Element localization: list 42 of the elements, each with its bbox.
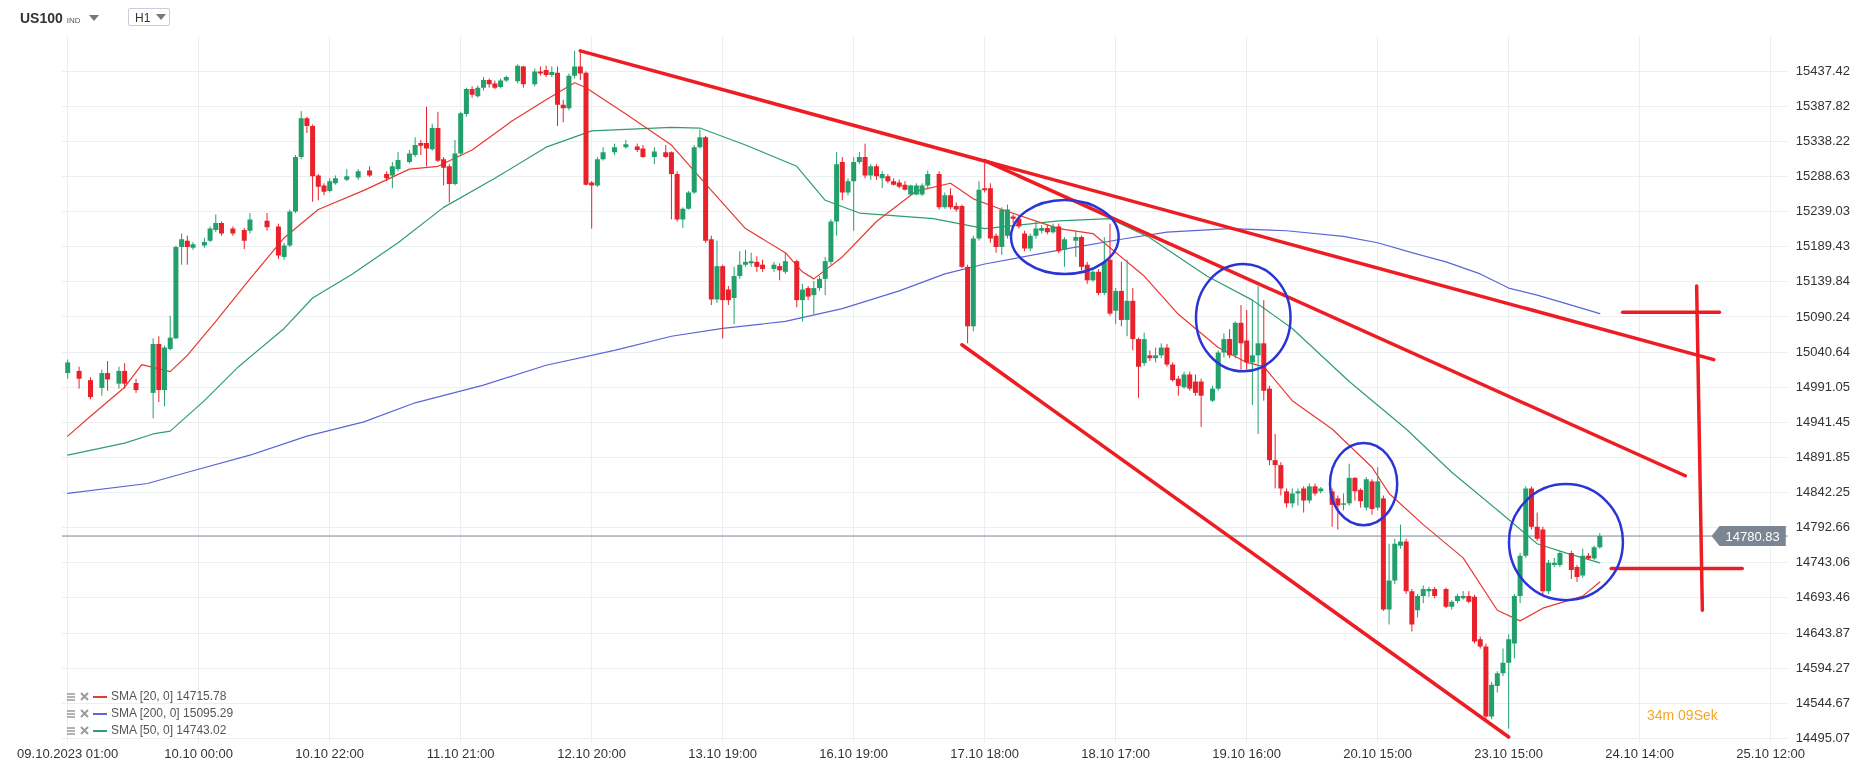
x-tick-label: 18.10 17:00	[1081, 745, 1151, 761]
x-tick-label: 10.10 00:00	[164, 745, 234, 761]
x-tick-label: 24.10 14:00	[1605, 745, 1675, 761]
y-tick-label: 15189.43	[1795, 238, 1851, 254]
x-tick-label: 16.10 19:00	[819, 745, 889, 761]
y-tick-label: 15040.64	[1795, 343, 1851, 359]
y-tick-label: 15338.22	[1795, 132, 1851, 148]
y-tick-label: 14743.06	[1795, 554, 1851, 570]
y-tick-label: 15090.24	[1795, 308, 1851, 324]
y-tick-label: 15437.42	[1795, 62, 1851, 78]
y-tick-label: 15239.03	[1795, 203, 1851, 219]
x-tick-label: 23.10 15:00	[1474, 745, 1544, 761]
x-tick-label: 11.10 21:00	[426, 745, 495, 761]
y-tick-label: 14594.27	[1795, 659, 1851, 675]
x-tick-label: 20.10 15:00	[1343, 745, 1413, 761]
y-tick-label: 14991.05	[1795, 378, 1851, 394]
x-tick-label: 13.10 19:00	[688, 745, 758, 761]
y-tick-label: 14842.25	[1795, 484, 1851, 500]
legend-label: SMA [50, 0] 14743.02	[111, 722, 227, 740]
text: H1	[135, 11, 151, 25]
x-tick-label: 19.10 16:00	[1212, 745, 1282, 761]
annotation: 34m 09Sek	[1646, 707, 1718, 724]
y-tick-label: 14544.67	[1795, 694, 1851, 710]
x-tick-label: 09.10.2023 01:00	[17, 745, 119, 761]
chart-title: US100	[20, 10, 63, 26]
y-tick-label: 14941.45	[1795, 413, 1851, 429]
x-tick-label: 12.10 20:00	[557, 745, 627, 761]
y-tick-label: 14495.07	[1795, 729, 1851, 745]
y-tick-label: 14891.85	[1795, 449, 1851, 465]
y-tick-label: 14693.46	[1795, 589, 1851, 605]
legend-label: SMA [200, 0] 15095.29	[111, 705, 234, 723]
x-tick-label: 10.10 22:00	[295, 745, 365, 761]
chart-subtitle: IND	[66, 16, 81, 25]
y-tick-label: 15387.82	[1795, 97, 1851, 113]
y-tick-label: 15139.84	[1795, 273, 1851, 289]
legend-label: SMA [20, 0] 14715.78	[111, 688, 227, 706]
x-tick-label: 25.10 12:00	[1736, 745, 1806, 761]
x-tick-label: 17.10 18:00	[950, 745, 1020, 761]
y-tick-label: 15288.63	[1795, 168, 1851, 184]
y-tick-label: 14792.66	[1795, 519, 1851, 535]
y-tick-label: 14643.87	[1795, 624, 1851, 640]
ref-line-label: 14780.83	[1725, 528, 1780, 544]
